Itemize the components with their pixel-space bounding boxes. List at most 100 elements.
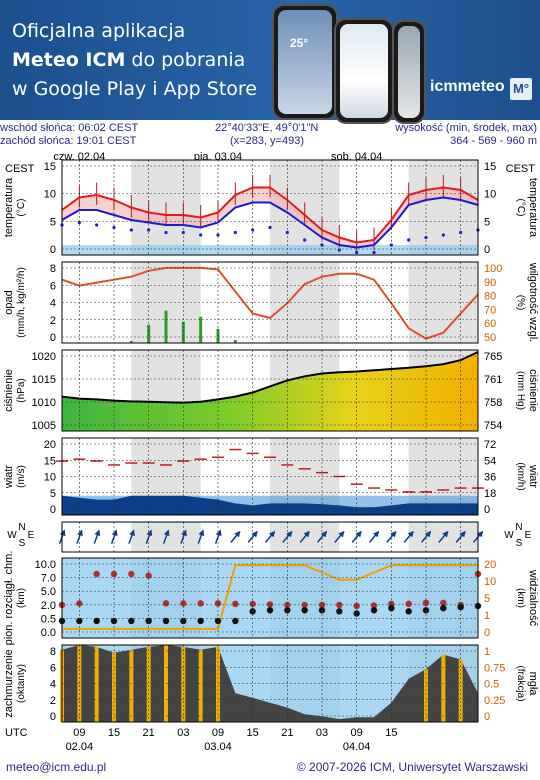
left-axis-unit: (°C) [16,199,27,217]
arrow-head [94,529,101,537]
left-axis-title: pion. rozciągł. chm. [3,551,15,646]
precipitation-bar [199,316,203,343]
left-axis-unit: (oktanty) [16,664,27,703]
left-axis-title: temperatura [3,177,15,237]
right-axis-tick: 70 [484,304,496,316]
bottom-hour-tick: 15 [385,727,397,739]
bottom-hour-tick: 09 [351,727,363,739]
bottom-hour-tick: 15 [247,727,259,739]
right-axis-tick: 0 [484,504,490,516]
arrow-head [286,530,293,538]
cloud-layer-bar [94,646,99,722]
right-axis-tick: 50 [484,332,496,344]
right-axis-tick: 765 [484,351,502,363]
cloud-base-marker [180,617,187,625]
left-axis-tick: 5.0 [41,586,56,598]
wind-speed-area [62,495,478,515]
cloud-layer-bar [441,654,446,722]
cloud-layer-bar [198,649,203,722]
wind-direction-arrow [282,530,293,543]
arrow-head [303,530,310,538]
arrow-head [407,530,414,538]
left-axis-tick: 4 [50,298,56,310]
phone-image-middle [334,18,394,124]
left-axis-tick: 1015 [32,374,56,386]
dew-point-dot [164,230,168,235]
right-axis-tick: 100 [484,263,502,275]
compass-e-left: E [28,530,35,541]
bottom-hour-tick: 03 [177,727,189,739]
humidity-line [61,266,479,340]
wind-direction-arrow [299,530,310,543]
arrow-head [442,530,449,538]
bottom-date-label: 02.04 [66,741,94,753]
left-axis-unit: (hPa) [16,378,27,402]
cloud-top-marker [162,600,170,607]
cloud-base-marker [128,617,135,625]
cloud-base-marker [162,617,170,625]
wind-direction-arrow [93,529,101,544]
right-axis-tick: 1 [484,610,490,622]
bottom-hour-tick: 21 [143,727,155,739]
sunset-text: zachód słońca: 19:01 CEST [0,135,137,147]
left-axis-tick: 6 [50,280,56,292]
dew-point-dot [77,220,81,225]
cloud-top-marker [440,599,447,606]
cloud-base-marker [232,617,239,625]
arrow-head [129,529,135,537]
compass-n-right: N [515,522,522,533]
cloud-top-marker [301,601,308,609]
cloud-base-marker [197,617,204,625]
visibility-line [62,564,478,630]
left-axis-tick: 8 [50,646,56,658]
left-axis-tick: 7.0 [41,573,56,585]
banner-line-2: Meteo ICM do pobrania [12,49,245,71]
right-axis-title: ciśnienie [527,369,539,412]
temperature-range-band [62,187,478,248]
right-axis-unit: (%) [515,295,526,311]
temperature-line [61,196,479,249]
arrow-head [338,530,345,538]
left-axis-tick: 1020 [32,351,56,363]
precipitation-bar [129,340,133,343]
arrow-head [181,529,187,537]
right-axis-title: wiatr [527,464,539,489]
elevation-label: wysokość (min, środek, max) [395,122,537,134]
wind-direction-arrow [351,530,362,543]
cloud-base-marker [301,607,308,614]
left-axis-tick: 8 [50,263,56,275]
cloud-top-marker [93,570,100,578]
cloud-base-marker [145,617,152,625]
cloud-base-marker [110,617,118,625]
night-shade [408,160,478,255]
banner-app-name: Meteo ICM [12,49,126,71]
cloud-base-marker [353,610,360,617]
coordinates-text: 22°40'33"E, 49°0'1"N [215,122,319,134]
phone-image-left: 25° [272,4,338,120]
left-axis-tick: 20 [44,439,56,451]
arrow-head [355,530,362,538]
left-axis-tick: 1010 [32,397,56,409]
cloud-layer-bar [129,649,134,722]
cloud-top-marker [128,570,135,578]
cloud-base-marker [266,607,274,614]
cloud-base-marker [440,604,447,612]
pressure-area [62,352,478,431]
precipitation-bar [164,310,168,343]
arrow-head [459,530,466,538]
left-axis-title: ciśnienie [3,369,15,412]
left-axis-tick: 10.0 [35,559,56,571]
below-freezing-fill [62,245,478,255]
left-axis-tick: 5 [50,488,56,500]
right-axis-tick: 15 [484,161,496,173]
app-promo-banner[interactable]: Oficjalna aplikacja Meteo ICM do pobrani… [0,0,540,124]
compass-s-left: S [19,538,26,549]
left-axis-tick: 6 [50,662,56,674]
cloud-base-marker [93,617,100,625]
dew-point-dot [441,233,445,237]
cloud-layer-bar [146,646,151,722]
footer-email[interactable]: meteo@icm.edu.pl [6,760,107,774]
right-axis-tick: 90 [484,277,496,289]
wind-direction-arrow [334,530,345,543]
cloud-top-marker [370,602,378,609]
